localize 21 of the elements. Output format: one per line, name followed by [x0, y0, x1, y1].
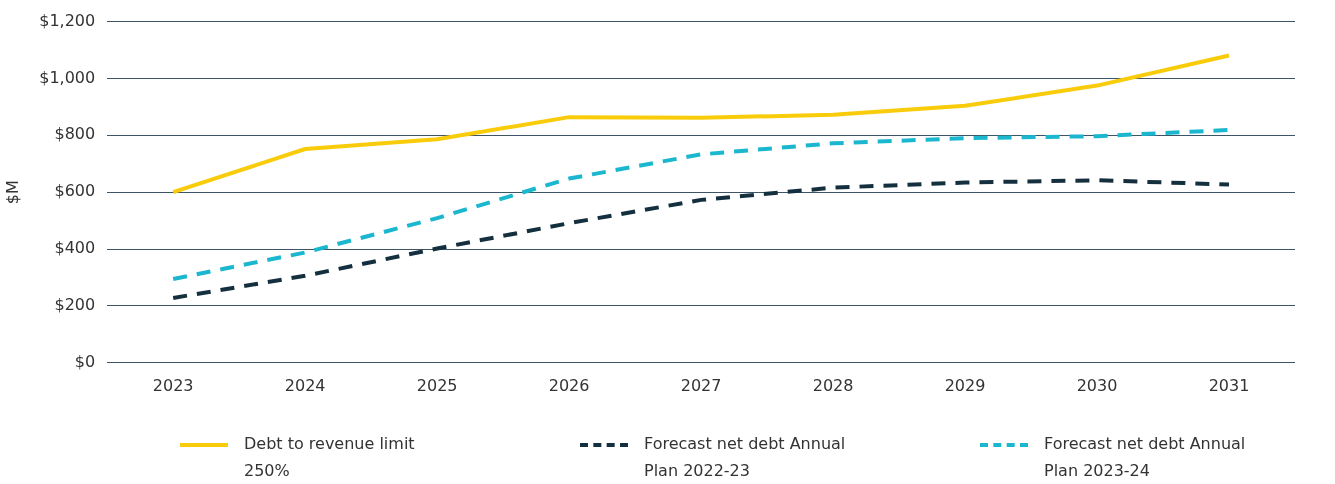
x-tick-label: 2027: [680, 375, 722, 395]
y-tick-label: $400: [54, 238, 96, 258]
x-tick-label: 2023: [152, 375, 194, 395]
line-series: [171, 178, 1232, 300]
x-tick-label: 2028: [812, 375, 854, 395]
y-tick-label: $200: [54, 295, 96, 315]
x-tick-label: 2031: [1208, 375, 1250, 395]
y-tick-label: $0: [74, 351, 96, 371]
y-tick-label: $1,000: [39, 67, 96, 87]
y-tick-label: $600: [54, 181, 96, 201]
x-tick-label: 2030: [1076, 375, 1118, 395]
x-tick-label: 2025: [416, 375, 458, 395]
legend-label: Forecast net debt Annual Plan 2022-23: [644, 433, 847, 482]
x-tick-label: 2026: [548, 375, 590, 395]
legend-label: Forecast net debt Annual Plan 2023-24: [1044, 433, 1247, 482]
legend-label: Debt to revenue limit 250%: [244, 433, 416, 482]
y-axis-title: $M: [2, 180, 22, 205]
x-tick-label: 2029: [944, 375, 986, 395]
y-tick-label: $800: [54, 124, 96, 144]
x-tick-label: 2024: [284, 375, 326, 395]
y-tick-label: $1,200: [39, 10, 96, 30]
